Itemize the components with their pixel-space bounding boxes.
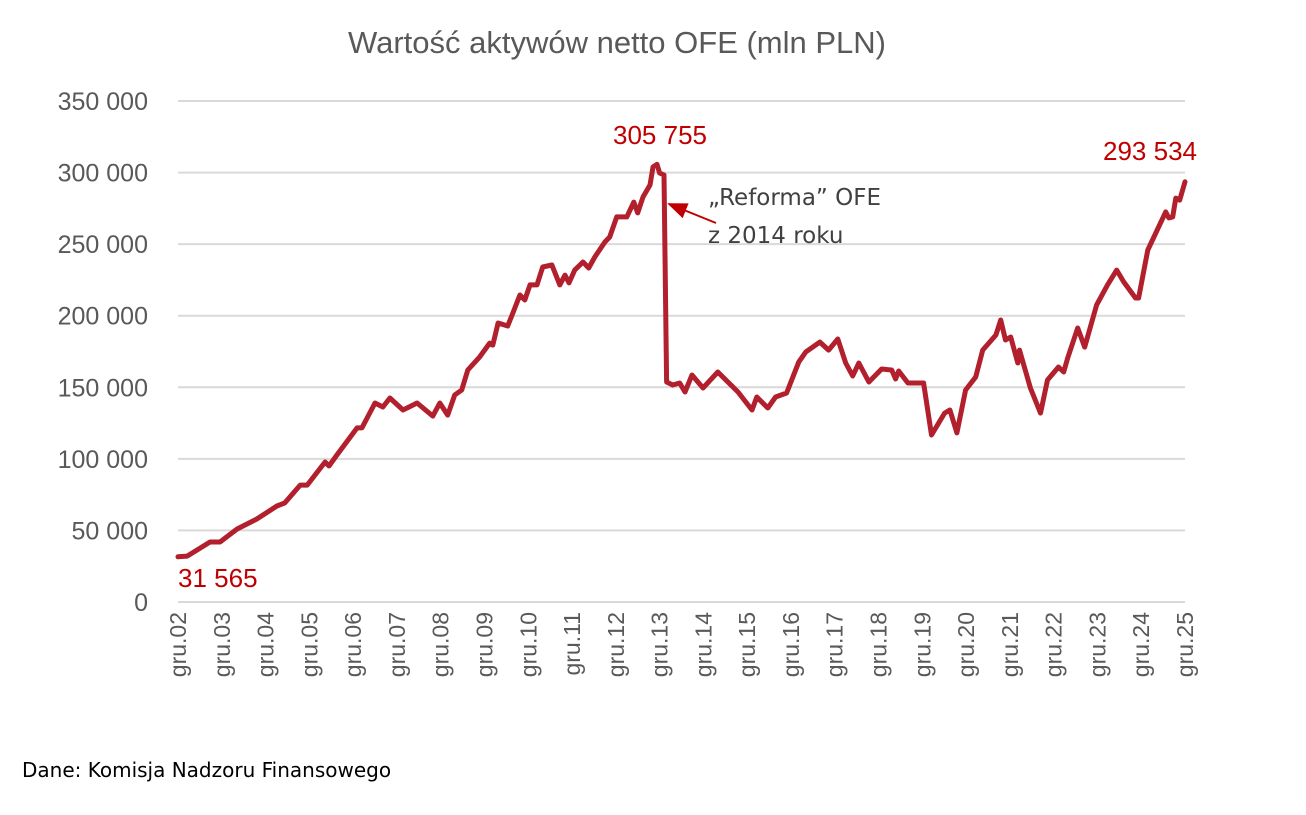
x-tick-label: gru.24 <box>1128 612 1154 677</box>
x-tick-label: gru.21 <box>997 612 1023 677</box>
start-value-label: 31 565 <box>178 563 258 593</box>
x-tick-label: gru.11 <box>559 612 585 676</box>
y-tick-label: 150 000 <box>58 374 148 402</box>
y-tick-label: 50 000 <box>72 517 148 545</box>
gridlines <box>178 100 1185 603</box>
reform-annotation-line2: z 2014 roku <box>708 223 843 249</box>
x-tick-label: gru.14 <box>690 612 716 677</box>
x-tick-label: gru.05 <box>296 612 322 677</box>
end-value-label: 293 534 <box>1103 136 1197 166</box>
x-tick-label: gru.02 <box>165 612 191 677</box>
x-tick-label: gru.09 <box>471 612 497 677</box>
series-line <box>175 161 1188 560</box>
reform-arrow <box>667 203 717 224</box>
x-tick-label: gru.06 <box>340 612 366 677</box>
y-tick-label: 0 <box>134 589 148 617</box>
x-tick-label: gru.07 <box>384 612 410 677</box>
x-tick-label: gru.04 <box>253 612 279 677</box>
x-tick-label: gru.10 <box>515 612 541 677</box>
x-tick-label: gru.16 <box>778 612 804 677</box>
y-tick-label: 100 000 <box>58 446 148 474</box>
peak-value-label: 305 755 <box>613 120 707 150</box>
reform-annotation-line1: „Reforma” OFE <box>708 185 881 211</box>
x-tick-label: gru.20 <box>953 612 979 677</box>
x-axis-ticks: gru.02 gru.03 gru.04 gru.05 gru.06 gru.07 gru.… <box>165 612 1198 677</box>
x-tick-label: gru.25 <box>1172 612 1198 677</box>
y-axis-ticks: 0 50 000 100 000 150 000 200 000 250 000 300 0… <box>58 88 148 617</box>
x-tick-label: gru.17 <box>822 612 848 677</box>
x-tick-label: gru.13 <box>647 612 673 677</box>
x-tick-label: gru.15 <box>734 612 760 677</box>
x-tick-label: gru.23 <box>1084 612 1110 677</box>
y-tick-label: 200 000 <box>58 303 148 331</box>
x-tick-label: gru.19 <box>909 612 935 677</box>
y-tick-label: 350 000 <box>58 88 148 116</box>
x-tick-label: gru.18 <box>866 612 892 677</box>
y-tick-label: 250 000 <box>58 231 148 259</box>
x-tick-label: gru.12 <box>603 612 629 677</box>
y-tick-label: 300 000 <box>58 160 148 188</box>
source-footer: Dane: Komisja Nadzoru Finansowego <box>22 758 392 782</box>
x-tick-label: gru.03 <box>209 612 235 677</box>
chart-title: Wartość aktywów netto OFE (mln PLN) <box>348 25 886 60</box>
x-tick-label: gru.08 <box>428 612 454 677</box>
x-tick-label: gru.22 <box>1041 612 1067 677</box>
